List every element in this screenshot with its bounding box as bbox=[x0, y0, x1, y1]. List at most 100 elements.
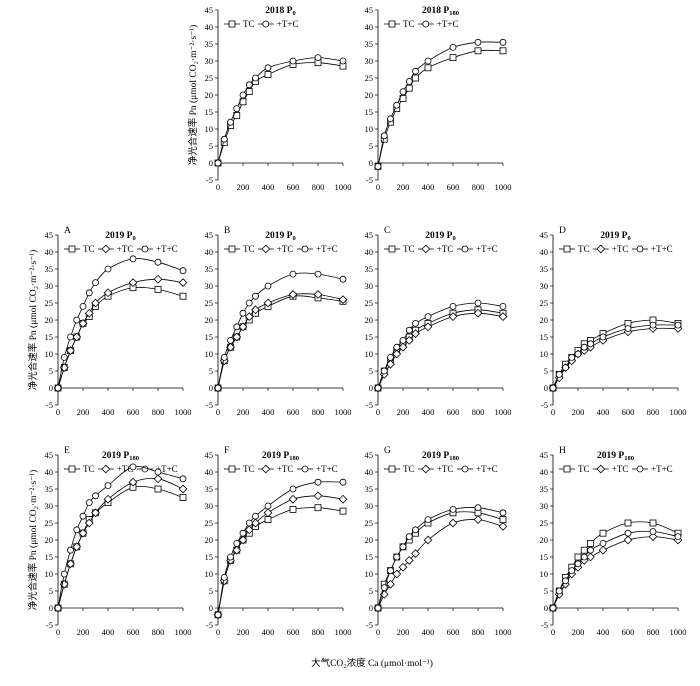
y-tick-label: 45 bbox=[205, 230, 214, 240]
data-point bbox=[648, 532, 658, 541]
x-tick-label: 0 bbox=[376, 182, 380, 192]
data-point bbox=[474, 47, 482, 55]
x-tick-label: 200 bbox=[397, 627, 410, 637]
y-tick-label: 25 bbox=[540, 518, 549, 528]
x-tick-label: 0 bbox=[376, 627, 380, 637]
data-point bbox=[79, 512, 87, 520]
data-point bbox=[84, 308, 94, 318]
legend-entry: +T+C bbox=[316, 244, 338, 254]
y-tick-label: 40 bbox=[45, 467, 54, 477]
y-tick-label: 25 bbox=[365, 298, 374, 308]
data-point bbox=[405, 533, 413, 540]
legend-entry: +T+C bbox=[316, 464, 338, 474]
data-point bbox=[232, 332, 242, 342]
data-point bbox=[314, 478, 322, 486]
y-tick-label: 15 bbox=[365, 552, 374, 562]
x-tick-label: 600 bbox=[287, 627, 300, 637]
y-tick-label: 5 bbox=[544, 366, 548, 376]
y-tick-label: -5 bbox=[366, 400, 373, 410]
y-tick-label: -5 bbox=[46, 400, 53, 410]
data-point bbox=[227, 336, 234, 344]
x-tick-label: 1000 bbox=[175, 407, 192, 417]
data-point bbox=[220, 353, 228, 361]
data-point bbox=[339, 507, 347, 515]
data-point bbox=[245, 519, 253, 527]
y-tick-label: 30 bbox=[205, 501, 214, 511]
legend-entry: +TC bbox=[277, 464, 294, 474]
data-point bbox=[264, 502, 272, 510]
data-point bbox=[91, 508, 100, 518]
legend-entry: TC bbox=[403, 464, 415, 474]
x-tick-label: 0 bbox=[551, 407, 555, 417]
series-line bbox=[57, 465, 184, 609]
x-tick-label: 800 bbox=[152, 407, 165, 417]
data-point bbox=[421, 244, 431, 254]
x-tick-label: 200 bbox=[237, 627, 250, 637]
x-tick-label: 800 bbox=[152, 627, 165, 637]
y-tick-label: 0 bbox=[544, 383, 548, 393]
panel-label: E bbox=[64, 446, 70, 456]
data-point bbox=[338, 295, 348, 304]
y-tick-label: 15 bbox=[205, 107, 214, 117]
data-point bbox=[387, 353, 394, 361]
data-point bbox=[623, 535, 633, 545]
y-tick-label: 45 bbox=[365, 450, 374, 460]
x-tick-label: 400 bbox=[102, 407, 115, 417]
data-point bbox=[448, 518, 458, 528]
x-tick-label: 600 bbox=[287, 407, 300, 417]
x-tick-label: 200 bbox=[572, 627, 585, 637]
legend-entry: +T+C bbox=[476, 244, 498, 254]
legend-entry: +T+C bbox=[651, 244, 673, 254]
y-tick-label: 25 bbox=[205, 298, 214, 308]
data-point bbox=[301, 465, 309, 473]
data-point bbox=[388, 465, 396, 473]
data-point bbox=[555, 370, 563, 378]
data-point bbox=[73, 526, 81, 534]
data-point bbox=[412, 67, 419, 75]
data-point bbox=[251, 518, 260, 528]
data-point bbox=[264, 71, 272, 78]
y-tick-label: 25 bbox=[205, 518, 214, 528]
legend-entry: +TC bbox=[612, 464, 629, 474]
data-point bbox=[411, 549, 420, 558]
data-point bbox=[649, 321, 657, 329]
data-point bbox=[499, 302, 507, 310]
y-tick-label: 0 bbox=[544, 603, 548, 613]
y-tick-label: 25 bbox=[45, 298, 54, 308]
data-point bbox=[153, 474, 163, 484]
y-tick-label: 25 bbox=[365, 73, 374, 83]
data-point bbox=[449, 44, 457, 51]
data-point bbox=[128, 477, 138, 487]
data-point bbox=[624, 325, 632, 332]
data-point bbox=[599, 540, 607, 547]
data-point bbox=[574, 560, 582, 568]
y-tick-label: -5 bbox=[206, 620, 213, 630]
data-point bbox=[245, 299, 253, 307]
data-point bbox=[128, 278, 138, 287]
data-point bbox=[499, 38, 507, 46]
x-tick-label: 0 bbox=[56, 407, 60, 417]
x-tick-label: 800 bbox=[472, 627, 485, 637]
data-point bbox=[392, 569, 402, 579]
y-tick-label: 35 bbox=[365, 264, 374, 274]
legend-entry: TC bbox=[403, 19, 415, 29]
legend-entry: TC bbox=[243, 464, 255, 474]
data-point bbox=[649, 519, 657, 527]
y-tick-label: -5 bbox=[541, 620, 548, 630]
series-line bbox=[377, 519, 504, 609]
y-tick-label: 10 bbox=[365, 569, 374, 579]
data-point bbox=[251, 305, 260, 315]
y-axis-title: 净光合速率 Pn (μmol CO₂·m⁻²·s⁻¹) bbox=[27, 470, 39, 611]
y-tick-label: 35 bbox=[205, 484, 214, 494]
x-tick-label: 0 bbox=[376, 407, 380, 417]
y-tick-label: 30 bbox=[365, 501, 374, 511]
y-tick-label: 35 bbox=[205, 39, 214, 49]
data-point bbox=[580, 553, 588, 561]
data-point bbox=[239, 309, 247, 317]
y-tick-label: 25 bbox=[540, 298, 549, 308]
x-tick-label: 400 bbox=[422, 627, 435, 637]
